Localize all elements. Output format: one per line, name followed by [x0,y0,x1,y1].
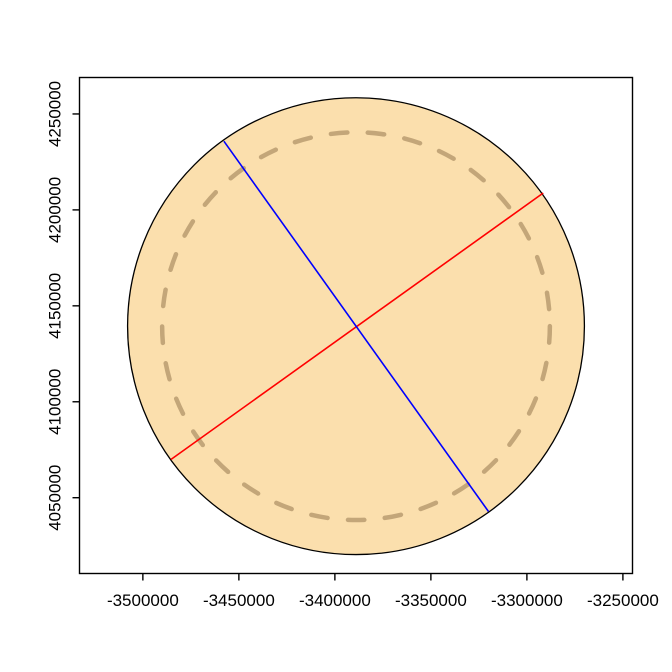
blue-diameter-line [223,140,490,512]
y-axis-tick-label: 4050000 [46,465,65,531]
y-axis-tick-label: 4150000 [46,273,65,339]
x-axis-tick-label: -3350000 [395,591,467,610]
y-axis-tick-label: 4250000 [46,81,65,147]
plot-border [78,76,634,575]
dashed-inner-circle [159,130,553,523]
x-axis-tick-label: -3450000 [203,591,275,610]
x-axis-tick-label: -3300000 [491,591,563,610]
x-axis-tick-label: -3400000 [299,591,371,610]
x-axis-tick-label: -3500000 [107,591,179,610]
y-axis-tick-label: 4100000 [46,369,65,435]
x-axis-tick-label: -3250000 [587,591,659,610]
y-axis-tick-label: 4200000 [46,177,65,243]
